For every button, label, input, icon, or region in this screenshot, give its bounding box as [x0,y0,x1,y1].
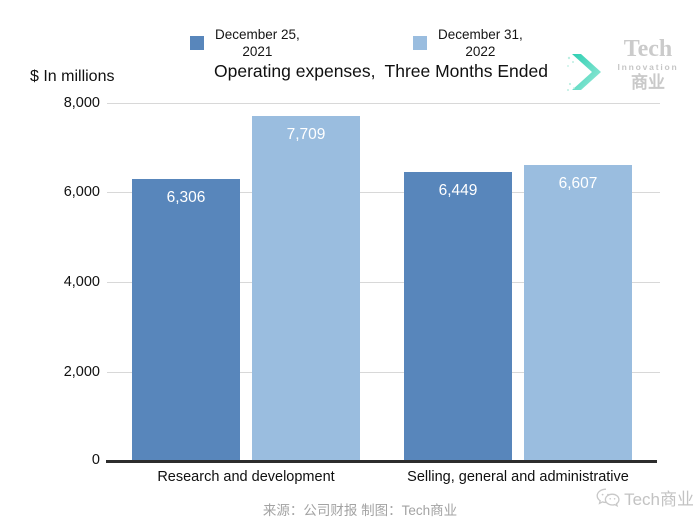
brand-chinese-name: 商业 [631,73,665,92]
chart-title-left: Operating expenses, [214,61,376,81]
chart-title-right: Three Months Ended [384,61,548,81]
brand-logo-text: Tech Innovation 商业 [610,36,686,93]
brand-subtitle: Innovation [617,62,679,72]
source-note: 来源：公司财报 制图：Tech商业 [262,503,458,518]
wechat-watermark-text: Tech商业 [624,490,694,509]
legend-label-2022-line1: December 31, [438,27,523,42]
wechat-icon [596,488,620,508]
chevron-arrow-icon [567,54,601,91]
gridline-6000 [107,192,660,193]
legend-label-2021-line1: December 25, [215,27,300,42]
gridline-4000 [107,282,660,283]
bar-value-label: 6,607 [558,175,598,192]
wechat-watermark: Tech商业 [596,485,694,510]
x-category-sga: Selling, general and administrative [407,469,629,485]
y-tick-2000: 2,000 [63,364,100,380]
x-axis-line [106,460,657,463]
gridline-2000 [107,372,660,373]
brand-logo: Tech Innovation 商业 [564,36,686,98]
y-tick-0: 0 [91,452,100,468]
chart-title: Operating expenses, Three Months Ended [214,61,548,82]
y-axis-title: $ In millions [30,68,115,85]
y-tick-8000: 8,000 [63,95,100,111]
legend-label-2022-line2: 2022 [465,44,496,59]
legend-label-2021: December 25, 2021 [215,26,300,60]
y-tick-6000: 6,000 [63,184,100,200]
gridline-8000 [107,103,660,104]
x-category-rnd: Research and development [157,469,335,485]
bar-sga-2021: 6,449 [404,172,512,460]
bar-value-label: 6,449 [438,182,478,199]
brand-name: Tech [623,36,673,62]
bar-rnd-2022: 7,709 [252,116,360,460]
legend-item-2021: December 25, 2021 [190,26,300,60]
legend-swatch-2021 [190,36,204,50]
legend-swatch-2022 [413,36,427,50]
bar-value-label: 6,306 [166,189,206,206]
legend-item-2022: December 31, 2022 [413,26,523,60]
bar-sga-2022: 6,607 [524,165,632,460]
bar-rnd-2021: 6,306 [132,179,240,460]
bar-value-label: 7,709 [286,126,326,143]
legend-label-2022: December 31, 2022 [438,26,523,60]
y-tick-4000: 4,000 [63,274,100,290]
legend-label-2021-line2: 2021 [242,44,273,59]
